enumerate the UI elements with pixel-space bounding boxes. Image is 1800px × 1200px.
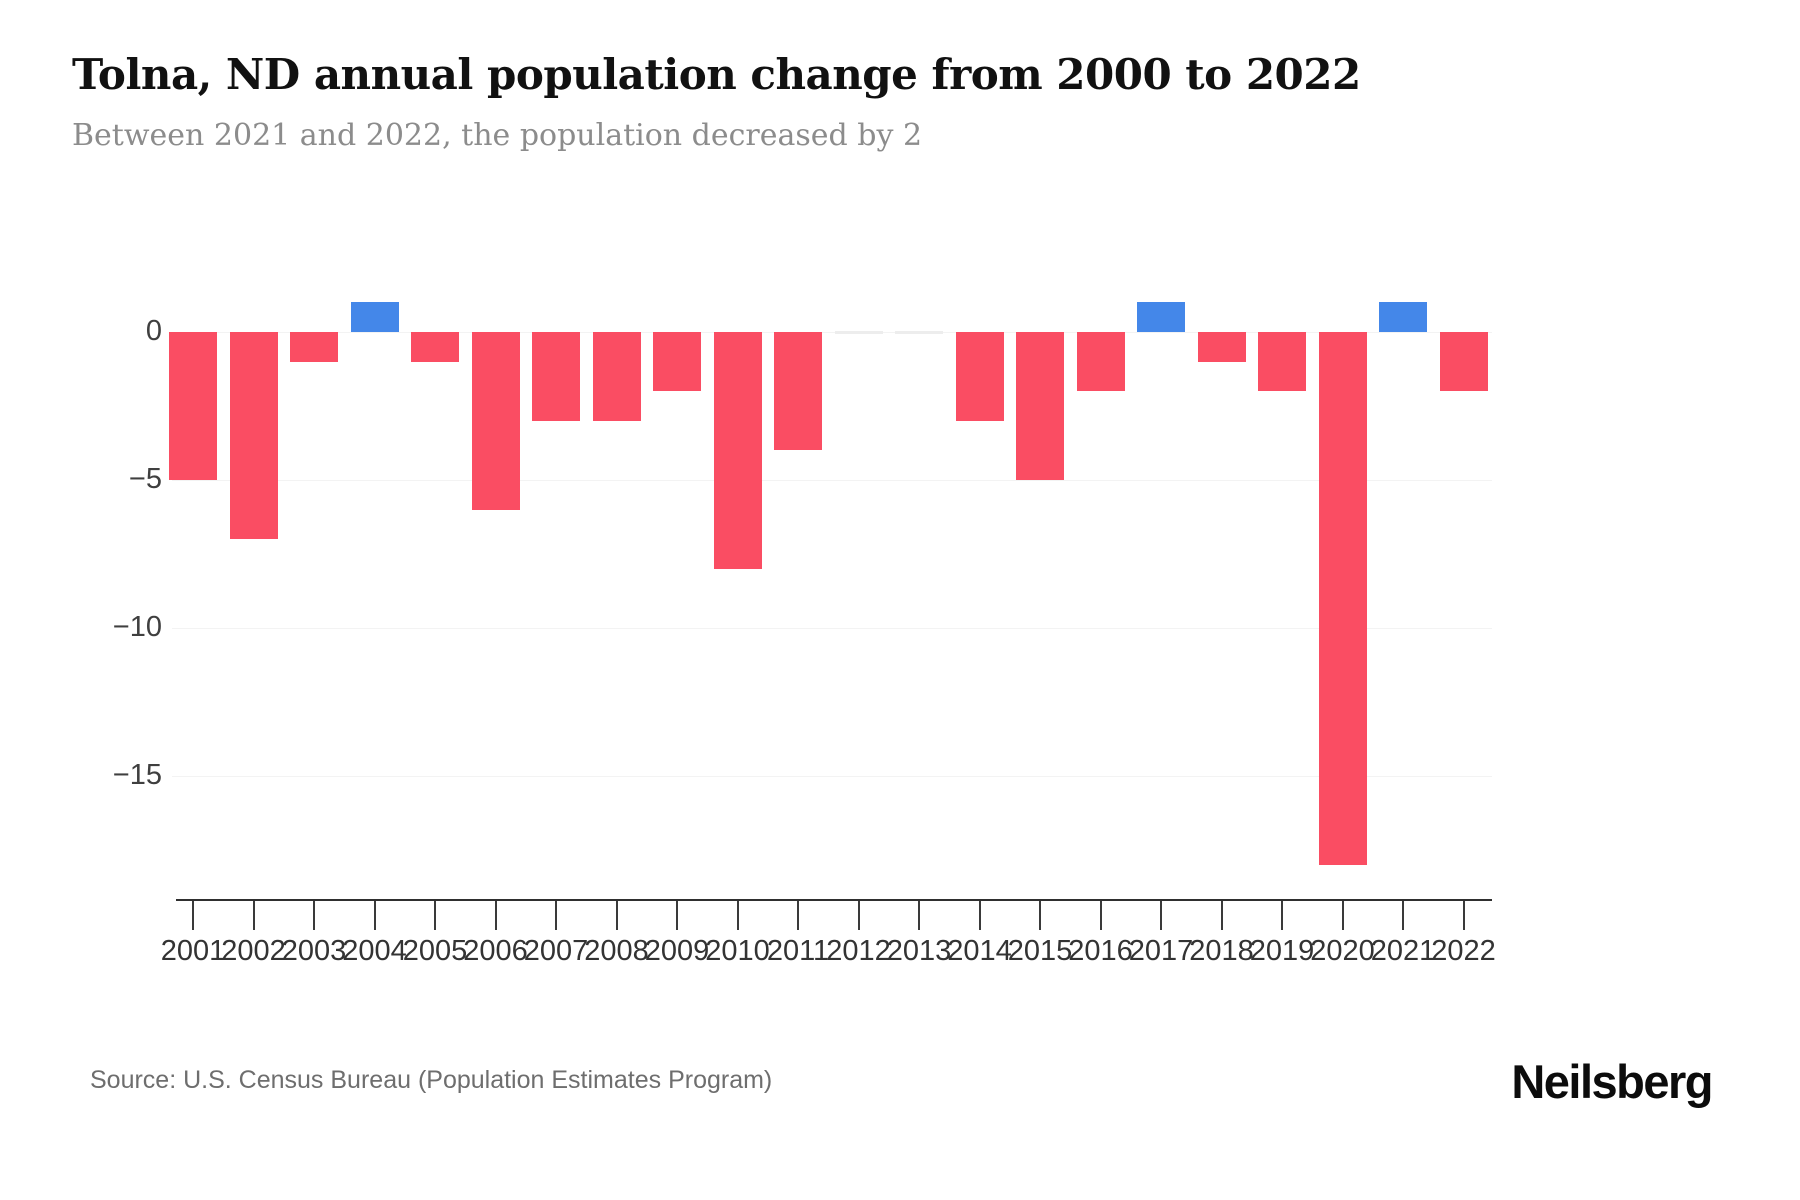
x-tick-2021 <box>1402 901 1404 930</box>
x-tick-2009 <box>676 901 678 930</box>
x-axis-label-2013: 2013 <box>886 935 952 967</box>
x-axis-label-2022: 2022 <box>1431 935 1496 967</box>
x-axis-label-2004: 2004 <box>342 935 407 967</box>
gridline-−10 <box>172 628 1492 629</box>
bar-2005[interactable] <box>411 332 459 362</box>
y-axis-label-−15: −15 <box>112 759 162 791</box>
bar-2007[interactable] <box>532 332 580 421</box>
x-axis-label-2019: 2019 <box>1249 935 1315 967</box>
bar-2022[interactable] <box>1439 332 1488 392</box>
x-tick-2003 <box>313 901 315 930</box>
x-axis-line <box>176 899 1492 901</box>
gridline-−15 <box>172 776 1492 777</box>
bar-2019[interactable] <box>1258 332 1306 392</box>
x-tick-2002 <box>252 901 255 930</box>
bar-2011[interactable] <box>774 332 822 451</box>
x-axis-label-2005: 2005 <box>402 935 468 967</box>
chart-title: Tolna, ND annual population change from … <box>72 50 1361 99</box>
chart-subtitle: Between 2021 and 2022, the population de… <box>72 118 923 153</box>
y-axis-label-0: 0 <box>145 315 162 347</box>
x-axis-label-2010: 2010 <box>705 935 770 967</box>
x-tick-2020 <box>1341 901 1344 930</box>
x-tick-2010 <box>736 901 739 930</box>
bar-2021[interactable] <box>1379 302 1427 332</box>
brand-logo: Neilsberg <box>1511 1055 1713 1108</box>
x-tick-2008 <box>615 901 618 930</box>
x-tick-2011 <box>797 901 799 930</box>
bar-2006[interactable] <box>471 332 520 510</box>
x-tick-2018 <box>1220 901 1223 930</box>
x-tick-2016 <box>1099 901 1102 930</box>
bar-2001[interactable] <box>169 332 217 480</box>
x-tick-2014 <box>978 901 981 930</box>
gridline-0 <box>172 332 1492 333</box>
x-axis-label-2018: 2018 <box>1189 935 1254 967</box>
x-tick-2019 <box>1281 901 1283 930</box>
x-axis-label-2012: 2012 <box>826 935 891 967</box>
bar-2014[interactable] <box>955 332 1004 421</box>
source-note: Source: U.S. Census Bureau (Population E… <box>90 1066 773 1094</box>
x-axis-label-2017: 2017 <box>1128 935 1194 967</box>
x-axis-label-2008: 2008 <box>584 935 649 967</box>
y-axis-label-−10: −10 <box>112 611 162 643</box>
x-axis-label-2002: 2002 <box>221 935 286 967</box>
x-tick-2001 <box>192 901 194 930</box>
x-tick-2013 <box>918 901 920 930</box>
x-axis-label-2009: 2009 <box>644 935 710 967</box>
bar-2016[interactable] <box>1076 332 1125 392</box>
bar-2012[interactable] <box>834 331 883 334</box>
x-axis-label-2016: 2016 <box>1068 935 1133 967</box>
x-tick-2012 <box>857 901 860 930</box>
x-axis-label-2006: 2006 <box>463 935 528 967</box>
x-axis-label-2007: 2007 <box>523 935 589 967</box>
x-tick-2007 <box>555 901 557 930</box>
bar-2008[interactable] <box>592 332 641 421</box>
x-tick-2022 <box>1462 901 1465 930</box>
x-axis-label-2001: 2001 <box>160 935 226 967</box>
bar-2004[interactable] <box>350 302 399 332</box>
bar-2002[interactable] <box>229 332 278 540</box>
bar-2013[interactable] <box>895 331 943 334</box>
y-axis-label-−5: −5 <box>128 463 162 495</box>
x-tick-2004 <box>373 901 376 930</box>
x-axis-label-2020: 2020 <box>1310 935 1375 967</box>
bar-2010[interactable] <box>713 332 762 569</box>
x-tick-2015 <box>1039 901 1041 930</box>
bar-2020[interactable] <box>1318 332 1367 865</box>
x-axis-label-2014: 2014 <box>947 935 1012 967</box>
gridline-−5 <box>172 480 1492 481</box>
bar-2003[interactable] <box>290 332 338 362</box>
bar-2018[interactable] <box>1197 332 1246 362</box>
bar-2009[interactable] <box>653 332 701 392</box>
x-tick-2017 <box>1160 901 1162 930</box>
bar-2015[interactable] <box>1016 332 1064 480</box>
x-tick-2005 <box>434 901 436 930</box>
x-tick-2006 <box>494 901 497 930</box>
x-axis-label-2021: 2021 <box>1370 935 1436 967</box>
x-axis-label-2003: 2003 <box>281 935 347 967</box>
x-axis-label-2015: 2015 <box>1007 935 1073 967</box>
bar-2017[interactable] <box>1137 302 1185 332</box>
x-axis-label-2011: 2011 <box>766 935 830 967</box>
